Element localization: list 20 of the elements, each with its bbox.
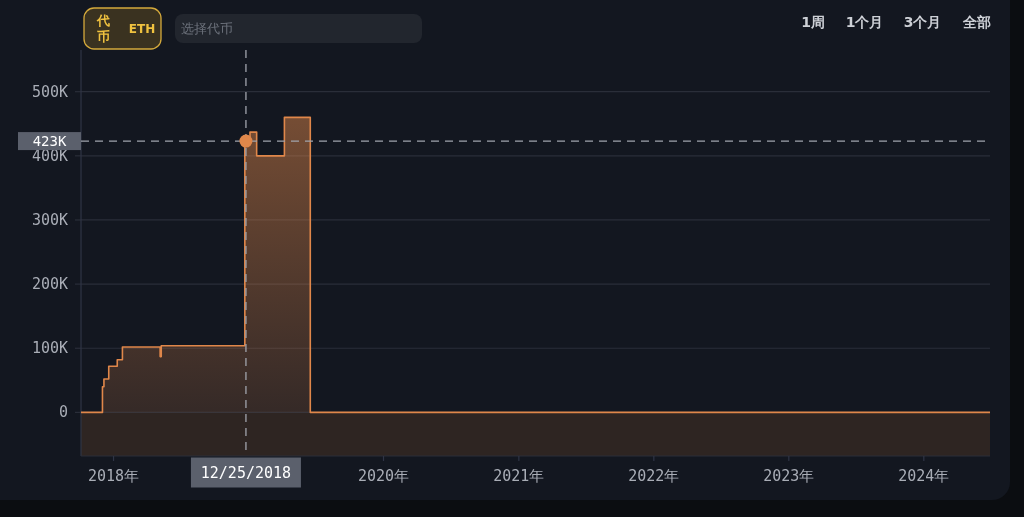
x-tick-label: 2022年 (628, 467, 680, 485)
x-tick-label: 2021年 (493, 467, 545, 485)
y-tick-label: 200K (31, 275, 68, 294)
y-tick-label: 300K (31, 210, 68, 229)
text: ETH (128, 22, 156, 36)
y-tick-label: 500K (31, 82, 68, 101)
x-tick-label: 2018年 (87, 467, 140, 485)
text: 代币 (95, 12, 110, 45)
text: 1周 (801, 14, 825, 30)
y-tick-label: 100K (31, 339, 68, 358)
text: 选择代币 (181, 21, 233, 36)
text: 1个月 (845, 14, 884, 30)
ref-line-label: 423K (32, 133, 67, 150)
y-tick-label: 0 (58, 403, 68, 422)
x-tick-label: 2020年 (357, 467, 410, 485)
x-tick-label: 2024年 (898, 467, 950, 485)
x-tick-label: 2023年 (763, 467, 815, 485)
text: 3个月 (903, 14, 942, 30)
text: 全部 (962, 14, 991, 30)
ref-line-label: 12/25/2018 (200, 463, 292, 482)
